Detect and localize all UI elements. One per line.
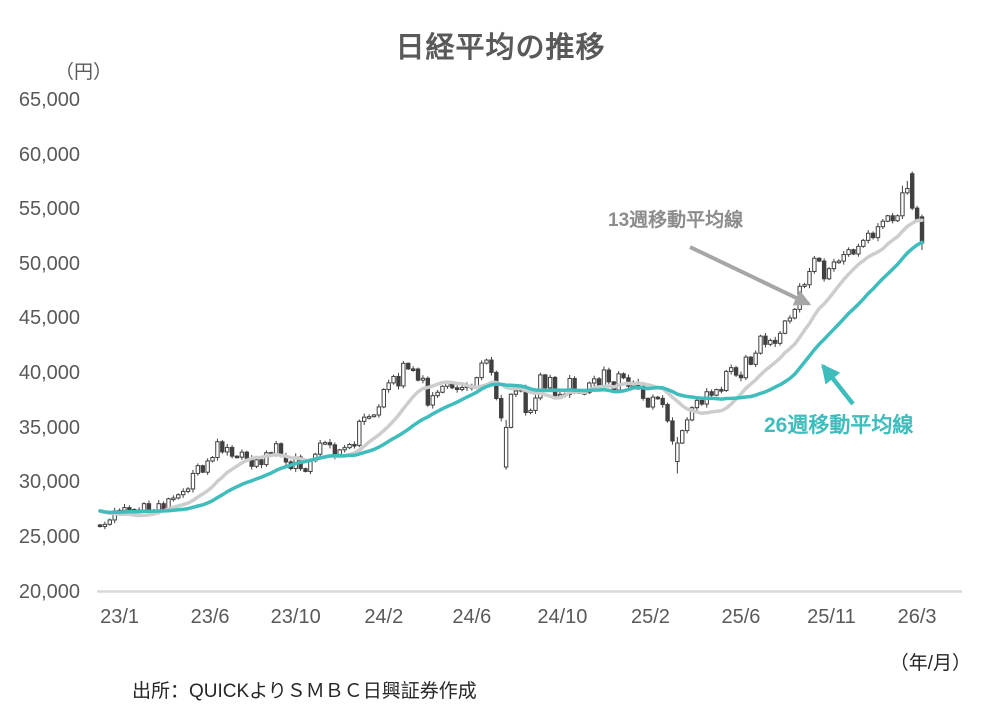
x-axis-label: 25/6 — [721, 606, 761, 628]
y-axis-label: 40,000 — [18, 362, 80, 385]
x-axis-label: 23/1 — [100, 606, 140, 628]
y-axis-label: 50,000 — [18, 252, 80, 275]
y-axis-label: 45,000 — [18, 307, 80, 330]
x-axis-label: 24/2 — [364, 606, 404, 628]
candlesticks — [97, 171, 925, 530]
y-axis-label: 30,000 — [18, 471, 80, 494]
x-axis-label: 24/10 — [537, 606, 588, 628]
ma13-annotation-label: 13週移動平均線 — [608, 210, 744, 231]
x-axis-label: 25/2 — [630, 606, 670, 628]
ma26-annotation-arrow — [821, 363, 855, 406]
y-axis-label: 35,000 — [18, 416, 80, 439]
y-axis-label: 60,000 — [18, 143, 80, 166]
y-axis-label: 65,000 — [18, 89, 80, 111]
y-axis-label: 25,000 — [18, 525, 80, 548]
source-note: 出所：QUICKよりＳＭＢＣ日興証券作成 — [132, 681, 477, 702]
ma13-line — [98, 218, 924, 518]
x-axis-label: 23/10 — [270, 606, 321, 628]
x-axis-label: 25/11 — [807, 606, 856, 628]
x-axis-label: 26/3 — [897, 606, 937, 628]
ma26-line — [98, 240, 924, 515]
ma13-annotation-arrow — [689, 245, 812, 306]
ma26-annotation-label: 26週移動平均線 — [764, 414, 914, 437]
y-axis-unit-label: （円） — [55, 62, 113, 83]
chart-title: 日経平均の推移 — [395, 32, 606, 64]
x-axis-label: 23/6 — [190, 606, 230, 628]
y-axis-label: 55,000 — [18, 198, 80, 221]
x-axis-unit-label: （年/月） — [889, 653, 971, 674]
y-axis-label: 20,000 — [18, 580, 80, 603]
x-axis-label: 24/6 — [452, 606, 492, 628]
